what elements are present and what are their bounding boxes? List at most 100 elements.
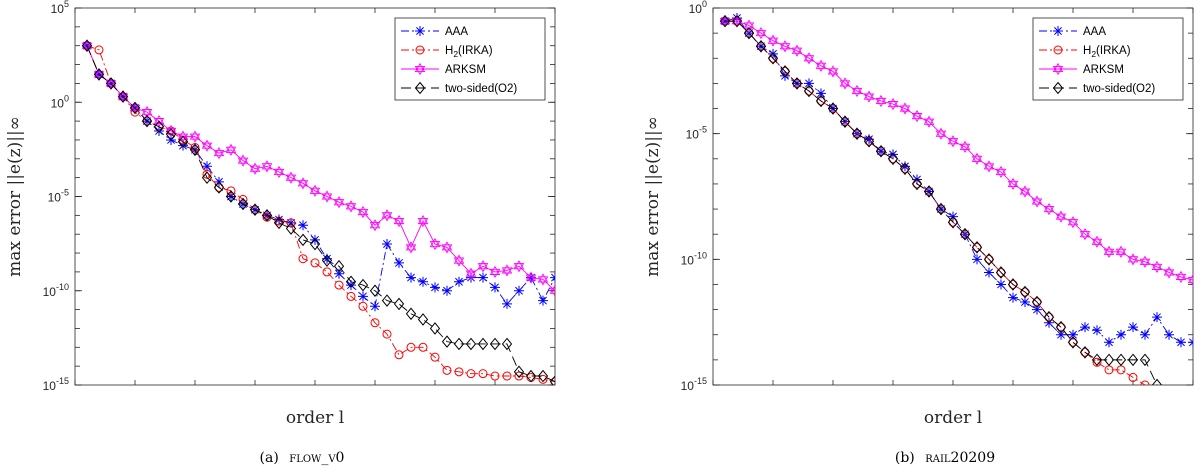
data-point <box>297 233 309 247</box>
data-point <box>298 254 308 264</box>
caption-a-label: (a) <box>260 450 279 466</box>
data-point <box>1091 353 1103 367</box>
data-point <box>249 203 261 216</box>
legend-item: AAA <box>401 26 468 38</box>
legend-label: two-sided(O2) <box>445 83 517 95</box>
y-tick-base: 10 <box>689 2 703 16</box>
caption-b-label: (b) <box>895 450 915 466</box>
data-point <box>454 367 464 377</box>
data-point <box>129 101 141 115</box>
data-point <box>959 140 971 153</box>
data-point <box>1127 353 1139 367</box>
data-point <box>1139 353 1151 367</box>
data-point <box>261 209 273 222</box>
legend-item: ARKSM <box>401 62 486 76</box>
data-point <box>501 337 513 351</box>
data-point <box>719 14 731 28</box>
data-point <box>1067 216 1079 229</box>
data-point <box>1128 372 1138 382</box>
data-point <box>1104 337 1114 348</box>
legend-label: AAA <box>445 26 468 38</box>
data-point <box>947 135 959 148</box>
data-point <box>1140 380 1150 385</box>
data-point <box>537 273 549 286</box>
y-tick-base: 10 <box>43 285 57 299</box>
y-tick-exponent: 5 <box>64 0 69 9</box>
legend-label-main: ARKSM <box>1083 64 1124 76</box>
data-point <box>549 284 555 297</box>
data-point <box>249 162 261 175</box>
data-point <box>478 272 488 283</box>
data-point <box>1007 177 1019 191</box>
data-point <box>1056 329 1066 340</box>
data-point <box>923 185 935 198</box>
data-point <box>178 140 188 151</box>
data-point <box>225 190 237 203</box>
data-point <box>117 90 129 103</box>
data-point <box>81 39 93 52</box>
series-two-sided-o2- <box>81 39 555 385</box>
y-tick-label: 10-10 <box>681 250 707 267</box>
data-point <box>731 14 743 28</box>
legend-label-tail: (IRKA) <box>1096 45 1131 57</box>
legend-label: AAA <box>1083 26 1106 38</box>
data-point <box>1080 322 1090 333</box>
data-point <box>345 275 357 289</box>
data-point <box>465 337 477 351</box>
data-point <box>310 234 320 245</box>
data-point <box>441 335 453 348</box>
data-point <box>441 241 453 254</box>
data-point <box>358 291 368 302</box>
series-arksm <box>81 39 555 297</box>
data-point <box>743 26 755 40</box>
legend-label-sub: 2 <box>1091 49 1096 59</box>
data-point <box>334 268 344 279</box>
data-point <box>237 154 249 167</box>
data-point <box>1151 260 1163 273</box>
data-point <box>1115 245 1127 258</box>
legend-label-main: H <box>1083 45 1091 57</box>
y-tick-base: 10 <box>43 379 57 393</box>
series-line <box>86 45 555 292</box>
data-point <box>129 101 141 115</box>
y-tick-base: 10 <box>48 191 62 205</box>
data-point <box>394 257 404 268</box>
data-point <box>972 254 982 265</box>
data-point <box>417 313 429 326</box>
data-point <box>466 369 476 379</box>
data-point <box>202 161 212 172</box>
data-point <box>1127 253 1139 266</box>
data-point <box>755 27 767 40</box>
data-point <box>297 177 309 190</box>
series-line <box>86 45 555 308</box>
data-point <box>755 39 767 53</box>
y-tick-label: 10-5 <box>48 188 69 205</box>
data-point <box>418 276 428 287</box>
data-point <box>430 352 440 362</box>
data-point <box>189 130 201 143</box>
legend-label: ARKSM <box>1083 64 1124 76</box>
data-point <box>827 102 839 115</box>
data-point <box>177 135 189 149</box>
data-point <box>779 65 791 78</box>
data-point <box>995 165 1007 179</box>
data-point <box>1079 346 1091 359</box>
data-point <box>370 318 380 328</box>
data-point <box>189 143 201 157</box>
data-point <box>369 219 381 232</box>
legend-item: ARKSM <box>1039 62 1124 76</box>
data-point <box>996 279 1006 290</box>
data-point <box>1189 419 1197 427</box>
data-point <box>803 84 815 98</box>
data-point <box>1187 273 1193 287</box>
data-point <box>370 301 380 312</box>
data-point <box>1164 329 1174 340</box>
series-layer <box>81 39 555 385</box>
legend: AAA H2(IRKA) ARKSM two-sided(O2) <box>394 17 546 101</box>
data-point <box>321 254 333 267</box>
y-tick-exponent: -15 <box>56 376 69 386</box>
data-point <box>983 160 995 173</box>
